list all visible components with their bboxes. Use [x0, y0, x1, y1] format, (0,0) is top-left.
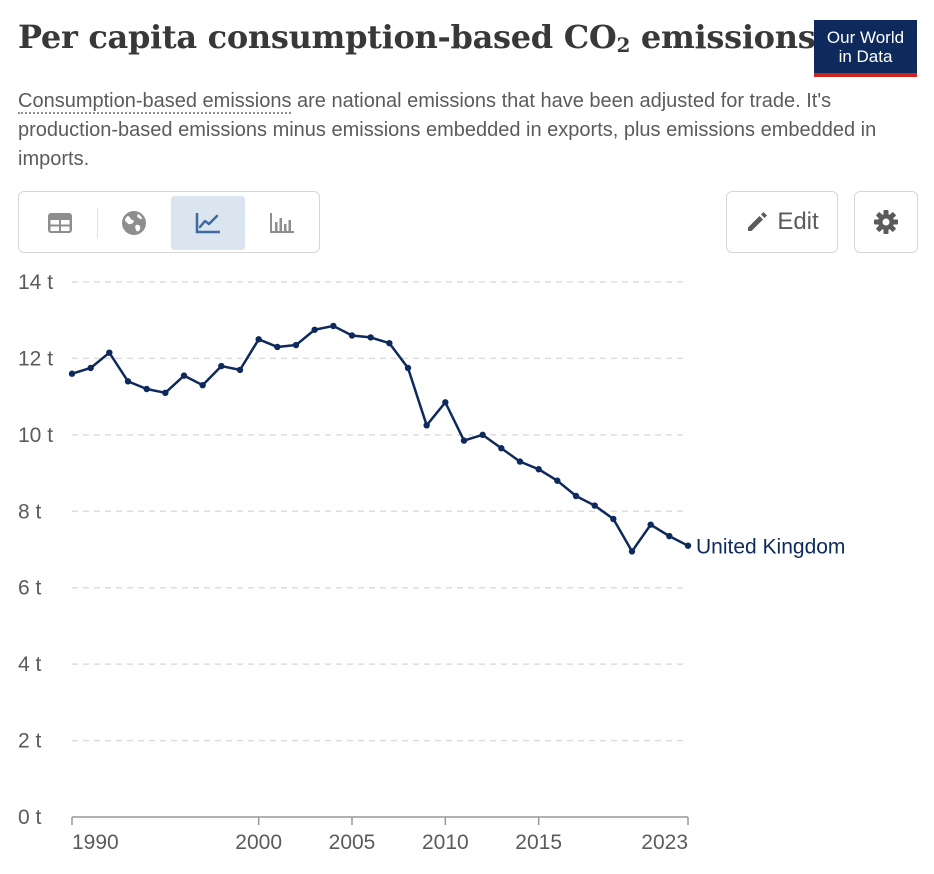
logo-line-1: Our World [826, 28, 905, 47]
data-point [628, 548, 636, 555]
data-point [162, 389, 169, 397]
tab-table[interactable] [23, 196, 97, 250]
data-point [199, 381, 206, 389]
data-point [479, 431, 486, 439]
tab-bar-chart[interactable] [245, 196, 319, 250]
data-point [386, 339, 393, 347]
data-point [423, 422, 430, 429]
data-point [330, 322, 337, 330]
data-point [218, 362, 225, 370]
data-point [404, 364, 412, 372]
x-tick-label: 2010 [422, 831, 469, 854]
table-icon [48, 213, 72, 233]
data-point [180, 372, 188, 379]
data-point [442, 399, 449, 406]
data-point [498, 445, 505, 452]
data-point [292, 341, 300, 349]
x-tick-label: 2005 [329, 831, 376, 854]
edit-button-label: Edit [777, 208, 819, 235]
x-axis: 1990 2000 2005 2010 2015 2023 [71, 816, 689, 854]
data-point [106, 349, 113, 356]
data-point [460, 437, 468, 444]
data-point [124, 378, 132, 385]
globe-icon [122, 211, 146, 235]
chart-title-subscript: 2 [616, 33, 631, 57]
y-tick-label: 4 t [18, 653, 42, 676]
data-point [87, 364, 94, 372]
chart-title-main: Per capita consumption-based CO [18, 18, 617, 56]
tab-line-chart[interactable] [171, 196, 245, 250]
series-line [71, 324, 689, 553]
chart-title-tail: emissions [630, 18, 816, 56]
data-point [554, 477, 561, 484]
x-tick-label: 2000 [235, 831, 282, 854]
bar-chart-icon [270, 213, 294, 233]
y-tick-label: 0 t [18, 806, 42, 829]
data-point [666, 532, 673, 540]
toolbar-divider [97, 208, 98, 238]
chart-subtitle: Consumption-based emissions are national… [18, 87, 898, 174]
line-chart-icon [195, 213, 220, 234]
data-point [274, 343, 281, 351]
data-point [143, 385, 150, 393]
grid-lines [72, 281, 688, 742]
y-axis: 0 t 2 t 4 t 6 t 8 t 10 t 12 t 14 t [18, 271, 53, 829]
data-point [516, 458, 524, 465]
y-tick-label: 8 t [18, 500, 42, 523]
data-point [348, 332, 356, 339]
pencil-icon [748, 212, 768, 231]
y-tick-label: 6 t [18, 577, 42, 600]
view-toolbar [18, 191, 320, 253]
consumption-emissions-term-link[interactable]: Consumption-based emissions [18, 90, 292, 114]
data-point [572, 492, 580, 500]
data-point [236, 366, 244, 374]
edit-button[interactable]: Edit [726, 191, 838, 253]
data-point [535, 466, 542, 473]
data-point [255, 336, 262, 343]
data-point [591, 502, 598, 509]
y-tick-label: 14 t [18, 271, 53, 294]
tab-map[interactable] [97, 196, 171, 250]
data-point [68, 370, 76, 377]
data-point [647, 521, 654, 528]
y-tick-label: 2 t [18, 730, 42, 753]
data-point [610, 515, 617, 523]
series-label: United Kingdom [696, 536, 845, 559]
line-chart: 0 t 2 t 4 t 6 t 8 t 10 t 12 t 14 t 1990 2000 2005… [18, 271, 845, 854]
subtitle-text: are national emissions that have been ad… [18, 90, 877, 170]
data-point [311, 326, 318, 333]
x-tick-label: 2015 [515, 831, 562, 854]
y-tick-label: 12 t [18, 347, 53, 370]
series-layer: United Kingdom [68, 322, 845, 559]
chart-title: Per capita consumption-based CO2 emissio… [18, 18, 816, 57]
y-tick-label: 10 t [18, 424, 53, 447]
x-tick-label: 1990 [72, 831, 119, 854]
owid-logo[interactable]: Our World in Data [814, 20, 917, 77]
logo-line-2: in Data [838, 47, 893, 66]
x-tick-label: 2023 [641, 831, 688, 854]
data-point [367, 334, 374, 341]
data-point [684, 542, 692, 549]
settings-button[interactable] [854, 191, 918, 253]
gear-icon [874, 210, 898, 234]
